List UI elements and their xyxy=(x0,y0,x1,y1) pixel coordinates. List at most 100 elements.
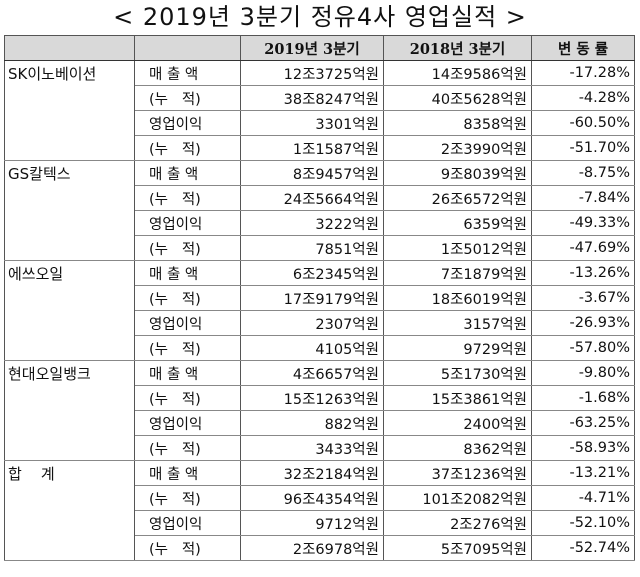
value-2018q3: 15조3861억원 xyxy=(383,385,532,411)
value-2018q3: 26조6572억원 xyxy=(383,185,532,211)
value-2018q3: 18조6019억원 xyxy=(383,285,532,311)
change-rate: -52.10% xyxy=(531,510,635,536)
table-row: (누 적) 24조5664억원 26조6572억원 -7.84% xyxy=(5,185,635,211)
row-label: (누 적) xyxy=(134,535,241,561)
value-2018q3: 40조5628억원 xyxy=(383,85,532,111)
change-rate: -4.71% xyxy=(531,485,635,511)
company-name: GS칼텍스 xyxy=(4,160,135,261)
change-rate: -60.50% xyxy=(531,110,635,136)
header-change-rate: 변 동 률 xyxy=(531,35,635,61)
value-2019q3: 882억원 xyxy=(240,410,384,436)
row-label: 영업이익 xyxy=(134,310,241,336)
value-2018q3: 101조2082억원 xyxy=(383,485,532,511)
table-row: (누 적) 96조4354억원 101조2082억원 -4.71% xyxy=(5,485,635,511)
table-row: (누 적) 17조9179억원 18조6019억원 -3.67% xyxy=(5,285,635,311)
row-label: 영업이익 xyxy=(134,110,241,136)
row-label: 매 출 액 xyxy=(134,160,241,186)
page-title: < 2019년 3분기 정유4사 영업실적 > xyxy=(113,3,527,31)
value-2019q3: 8조9457억원 xyxy=(240,160,384,186)
value-2019q3: 12조3725억원 xyxy=(240,60,384,86)
table-row: SK이노베이션 매 출 액 12조3725억원 14조9586억원 -17.28% xyxy=(4,60,635,161)
value-2018q3: 1조5012억원 xyxy=(383,235,532,261)
value-2019q3: 38조8247억원 xyxy=(240,85,384,111)
row-label: 매 출 액 xyxy=(134,360,241,386)
company-name: 현대오일뱅크 xyxy=(4,360,135,461)
table-row: (누 적) 15조1263억원 15조3861억원 -1.68% xyxy=(5,385,635,411)
header-company xyxy=(4,35,135,61)
value-2019q3: 3301억원 xyxy=(240,110,384,136)
value-2019q3: 32조2184억원 xyxy=(240,460,384,486)
company-name: 합 계 xyxy=(4,460,135,561)
row-label: 영업이익 xyxy=(134,410,241,436)
change-rate: -51.70% xyxy=(531,135,635,161)
row-label: 매 출 액 xyxy=(134,260,241,286)
change-rate: -4.28% xyxy=(531,85,635,111)
row-label: (누 적) xyxy=(134,435,241,461)
value-2018q3: 9조8039억원 xyxy=(383,160,532,186)
row-label: (누 적) xyxy=(134,85,241,111)
table-row: 영업이익 882억원 2400억원 -63.25% xyxy=(5,410,635,436)
header-2018q3: 2018년 3분기 xyxy=(383,35,532,61)
change-rate: -52.74% xyxy=(531,535,635,561)
change-rate: -3.67% xyxy=(531,285,635,311)
row-label: (누 적) xyxy=(134,285,241,311)
change-rate: -13.21% xyxy=(531,460,635,486)
value-2019q3: 15조1263억원 xyxy=(240,385,384,411)
row-label: (누 적) xyxy=(134,185,241,211)
row-label: (누 적) xyxy=(134,135,241,161)
value-2018q3: 6359억원 xyxy=(383,210,532,236)
value-2019q3: 4105억원 xyxy=(240,335,384,361)
value-2018q3: 37조1236억원 xyxy=(383,460,532,486)
table-row: 영업이익 3301억원 8358억원 -60.50% xyxy=(5,110,635,136)
value-2019q3: 7851억원 xyxy=(240,235,384,261)
value-2019q3: 6조2345억원 xyxy=(240,260,384,286)
row-label: (누 적) xyxy=(134,335,241,361)
value-2019q3: 17조9179억원 xyxy=(240,285,384,311)
value-2019q3: 9712억원 xyxy=(240,510,384,536)
change-rate: -13.26% xyxy=(531,260,635,286)
change-rate: -58.93% xyxy=(531,435,635,461)
header-item xyxy=(134,35,241,61)
header-row: 2019년 3분기 2018년 3분기 변 동 률 xyxy=(4,35,635,61)
change-rate: -1.68% xyxy=(531,385,635,411)
change-rate: -9.80% xyxy=(531,360,635,386)
company-name: SK이노베이션 xyxy=(4,60,135,161)
value-2019q3: 4조6657억원 xyxy=(240,360,384,386)
value-2018q3: 8362억원 xyxy=(383,435,532,461)
row-label: (누 적) xyxy=(134,385,241,411)
table-row: (누 적) 2조6978억원 5조7095억원 -52.74% xyxy=(5,535,635,561)
change-rate: -47.69% xyxy=(531,235,635,261)
value-2018q3: 3157억원 xyxy=(383,310,532,336)
company-name: 에쓰오일 xyxy=(4,260,135,361)
earnings-table: 2019년 3분기 2018년 3분기 변 동 률 SK이노베이션 매 출 액 12… xyxy=(4,35,635,561)
change-rate: -57.80% xyxy=(531,335,635,361)
change-rate: -26.93% xyxy=(531,310,635,336)
table-row: 에쓰오일 매 출 액 6조2345억원 7조1879억원 -13.26% xyxy=(4,260,635,361)
change-rate: -7.84% xyxy=(531,185,635,211)
value-2018q3: 8358억원 xyxy=(383,110,532,136)
row-label: 매 출 액 xyxy=(134,60,241,86)
value-2018q3: 5조1730억원 xyxy=(383,360,532,386)
table-row: GS칼텍스 매 출 액 8조9457억원 9조8039억원 -8.75% xyxy=(4,160,635,261)
value-2018q3: 5조7095억원 xyxy=(383,535,532,561)
value-2019q3: 1조1587억원 xyxy=(240,135,384,161)
change-rate: -17.28% xyxy=(531,60,635,86)
value-2018q3: 2400억원 xyxy=(383,410,532,436)
row-label: 영업이익 xyxy=(134,210,241,236)
table-row: (누 적) 7851억원 1조5012억원 -47.69% xyxy=(5,235,635,261)
table-row: 현대오일뱅크 매 출 액 4조6657억원 5조1730억원 -9.80% xyxy=(4,360,635,461)
value-2019q3: 2조6978억원 xyxy=(240,535,384,561)
row-label: (누 적) xyxy=(134,485,241,511)
value-2018q3: 2조3990억원 xyxy=(383,135,532,161)
table-row: (누 적) 38조8247억원 40조5628억원 -4.28% xyxy=(5,85,635,111)
row-label: (누 적) xyxy=(134,235,241,261)
table-row: 영업이익 3222억원 6359억원 -49.33% xyxy=(5,210,635,236)
value-2019q3: 2307억원 xyxy=(240,310,384,336)
row-label: 영업이익 xyxy=(134,510,241,536)
value-2018q3: 7조1879억원 xyxy=(383,260,532,286)
value-2019q3: 24조5664억원 xyxy=(240,185,384,211)
header-2019q3: 2019년 3분기 xyxy=(240,35,384,61)
value-2019q3: 3433억원 xyxy=(240,435,384,461)
row-label: 매 출 액 xyxy=(134,460,241,486)
